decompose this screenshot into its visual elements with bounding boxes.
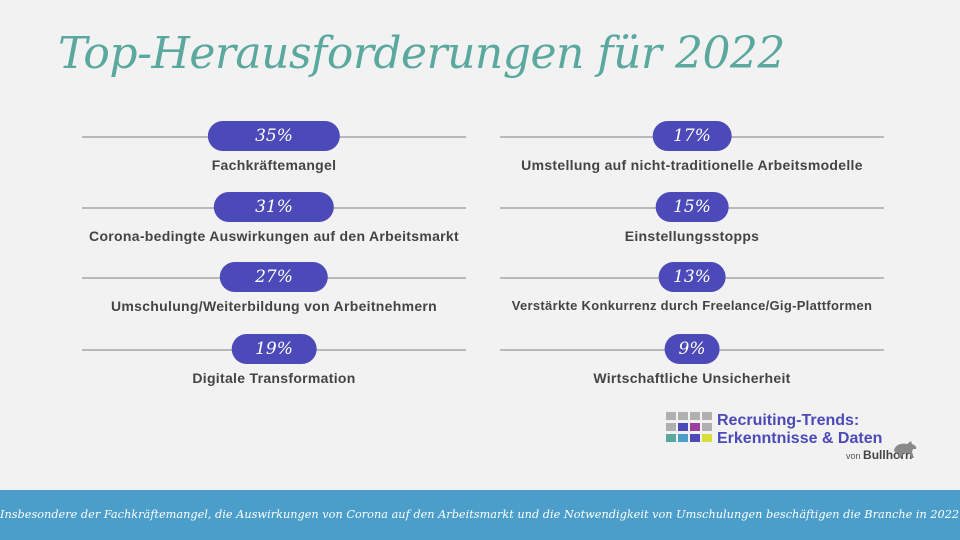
category-label: Digitale Transformation: [192, 370, 356, 386]
logo-square: [702, 423, 712, 431]
logo-square: [666, 434, 676, 442]
logo-square: [690, 434, 700, 442]
logo-square: [678, 434, 688, 442]
challenge-item: 31% Corona-bedingte Auswirkungen auf den …: [82, 192, 466, 262]
category-label: Verstärkte Konkurrenz durch Freelance/Gi…: [511, 298, 873, 313]
logo-square: [678, 423, 688, 431]
category-label: Umstellung auf nicht-traditionelle Arbei…: [521, 157, 863, 173]
challenge-item: 9% Wirtschaftliche Unsicherheit: [500, 334, 884, 404]
footer-text: Insbesondere der Fachkräftemangel, die A…: [0, 508, 960, 521]
category-label: Fachkräftemangel: [211, 157, 337, 173]
logo-title-line2: Erkenntnisse & Daten: [717, 430, 883, 447]
footer-banner: Insbesondere der Fachkräftemangel, die A…: [0, 490, 960, 540]
category-label: Umschulung/Weiterbildung von Arbeitnehme…: [110, 298, 438, 314]
logo-square: [690, 423, 700, 431]
value-pill: 19%: [231, 334, 317, 364]
logo-square: [690, 412, 700, 420]
challenge-item: 17% Umstellung auf nicht-traditionelle Ar…: [500, 121, 884, 191]
logo-square: [666, 423, 676, 431]
value-pill: 31%: [213, 192, 335, 222]
value-pill: 17%: [652, 121, 732, 151]
value-pill: 13%: [658, 262, 726, 292]
logo-square: [702, 434, 712, 442]
value-pill: 15%: [655, 192, 729, 222]
category-label: Wirtschaftliche Unsicherheit: [593, 370, 791, 386]
value-pill: 35%: [207, 121, 341, 151]
challenge-item: 13% Verstärkte Konkurrenz durch Freelance…: [500, 262, 884, 332]
logo-title-line1: Recruiting-Trends:: [717, 412, 860, 429]
logo-by-word: von: [846, 451, 861, 461]
logo-grid-icon: [666, 412, 712, 444]
value-pill: 9%: [664, 334, 720, 364]
value-pill: 27%: [219, 262, 329, 292]
bull-icon: [894, 441, 917, 458]
challenge-item: 19% Digitale Transformation: [82, 334, 466, 404]
page-title: Top-Herausforderungen für 2022: [58, 28, 785, 79]
challenge-item: 35% Fachkräftemangel: [82, 121, 466, 191]
challenge-item: 27% Umschulung/Weiterbildung von Arbeitne…: [82, 262, 466, 332]
category-label: Einstellungsstopps: [624, 228, 760, 244]
recruiting-trends-logo: Recruiting-Trends: Erkenntnisse & Daten …: [666, 412, 926, 462]
logo-square: [678, 412, 688, 420]
category-label: Corona-bedingte Auswirkungen auf den Arb…: [89, 228, 459, 244]
logo-square: [666, 412, 676, 420]
logo-square: [702, 412, 712, 420]
challenge-item: 15% Einstellungsstopps: [500, 192, 884, 262]
